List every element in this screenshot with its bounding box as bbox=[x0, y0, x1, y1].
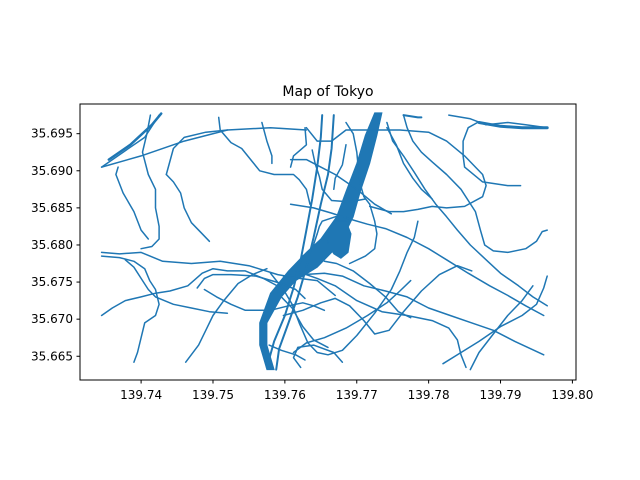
x-tick-label: 139.74 bbox=[120, 388, 162, 402]
road-segment-17 bbox=[289, 126, 308, 168]
axes: 139.74 139.75 139.76 139.77 139.78 139.79 139.… bbox=[31, 103, 593, 402]
y-tick-label: 35.670 bbox=[31, 312, 73, 326]
y-tick-label: 35.680 bbox=[31, 238, 73, 252]
y-tick-label: 35.695 bbox=[31, 127, 73, 141]
x-tick-label: 139.79 bbox=[480, 388, 522, 402]
road-segment-7 bbox=[140, 114, 160, 250]
road-segment-26 bbox=[469, 285, 534, 371]
road-segment-22 bbox=[477, 121, 549, 130]
road-segment-4 bbox=[165, 173, 211, 243]
road-segment-24 bbox=[386, 121, 548, 307]
road-segment-filled-2 bbox=[327, 220, 352, 259]
road-segment-38 bbox=[275, 114, 335, 371]
road-segment-6 bbox=[115, 166, 150, 240]
road-segment-20 bbox=[402, 114, 548, 254]
road-segment-39 bbox=[265, 114, 324, 369]
road-segment-2 bbox=[107, 112, 163, 161]
road-segment-11 bbox=[124, 259, 229, 314]
road-segment-3 bbox=[100, 126, 308, 168]
y-tick-label: 35.665 bbox=[31, 349, 73, 363]
y-tick-label: 35.685 bbox=[31, 201, 73, 215]
road-segment-15 bbox=[217, 116, 311, 205]
road-segment-34 bbox=[276, 292, 329, 349]
plot-frame bbox=[79, 103, 577, 381]
road-segment-40 bbox=[302, 233, 318, 257]
road-segment-47 bbox=[386, 126, 433, 200]
road-segment-27 bbox=[289, 158, 393, 215]
x-tick-label: 139.76 bbox=[264, 388, 306, 402]
road-segment-44 bbox=[348, 203, 378, 265]
road-segment-29 bbox=[282, 272, 545, 356]
road-segment-42 bbox=[323, 260, 412, 319]
chart-title: Map of Tokyo bbox=[282, 84, 373, 100]
road-segment-28 bbox=[289, 203, 545, 317]
road-segment-35 bbox=[268, 344, 306, 361]
road-segment-32 bbox=[269, 220, 419, 356]
road-segment-19 bbox=[402, 114, 423, 119]
x-tick-label: 139.80 bbox=[551, 388, 593, 402]
road-segment-45 bbox=[311, 149, 367, 203]
road-segment-18 bbox=[305, 126, 487, 213]
x-tick-label: 139.78 bbox=[408, 388, 450, 402]
y-tick-label: 35.690 bbox=[31, 164, 73, 178]
road-network bbox=[100, 112, 549, 371]
road-segment-8 bbox=[100, 251, 336, 297]
road-segment-31 bbox=[282, 264, 473, 335]
road-segment-14 bbox=[203, 288, 290, 312]
road-segment-5 bbox=[165, 129, 229, 176]
road-segment-10 bbox=[100, 267, 283, 317]
road-segment-43 bbox=[345, 121, 371, 205]
x-tick-label: 139.75 bbox=[192, 388, 234, 402]
road-segment-37 bbox=[292, 344, 344, 369]
road-segment-46 bbox=[333, 144, 347, 191]
x-tick-label: 139.77 bbox=[336, 388, 378, 402]
y-tick-label: 35.675 bbox=[31, 275, 73, 289]
road-segment-23 bbox=[462, 121, 522, 187]
road-segment-41 bbox=[316, 216, 347, 235]
road-segment-33 bbox=[292, 279, 412, 354]
road-segment-16 bbox=[261, 121, 273, 165]
